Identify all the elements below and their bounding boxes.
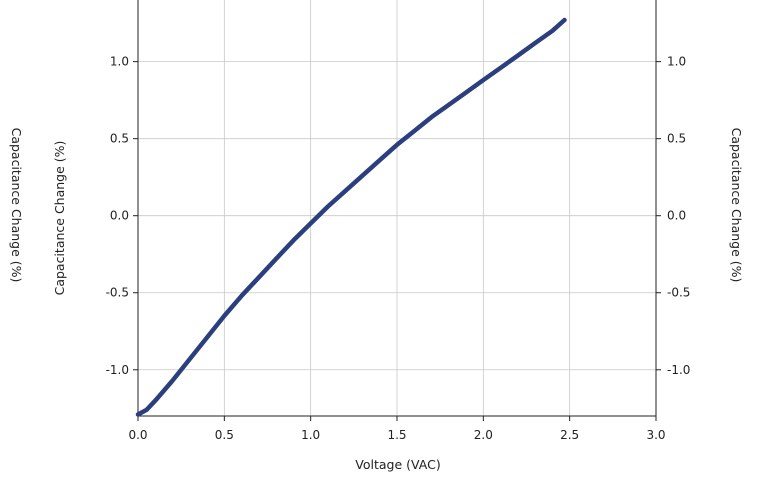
y-tick-label-left: 1.0 (110, 55, 129, 69)
y-axis-title-outer-left: Capacitance Change (%) (9, 128, 24, 283)
x-tick-label: 1.0 (301, 428, 320, 442)
y-tick-label-right: -1.0 (667, 363, 690, 377)
x-axis-title: Voltage (VAC) (355, 457, 440, 472)
y-tick-label-left: 0.5 (110, 132, 129, 146)
series (135, 17, 567, 417)
ticks: 0.0 0.5 1.0 1.5 2.0 2.5 3.0 -1.0 -0.5 0.0 0.5 1.0 -1… (106, 55, 691, 442)
y-axis-title-left: Capacitance Change (%) (52, 141, 67, 296)
series-line (135, 17, 567, 417)
y-tick-label-right: 1.0 (667, 55, 686, 69)
x-tick-label: 0.5 (215, 428, 234, 442)
x-tick-label: 2.5 (560, 428, 579, 442)
x-tick-label: 2.0 (474, 428, 493, 442)
y-tick-label-right: 0.0 (667, 209, 686, 223)
x-tick-label: 1.5 (387, 428, 406, 442)
y-tick-label-right: 0.5 (667, 132, 686, 146)
x-tick-label: 0.0 (128, 428, 147, 442)
y-tick-label-right: -0.5 (667, 286, 690, 300)
y-tick-label-left: 0.0 (110, 209, 129, 223)
grid (138, 0, 656, 416)
y-tick-label-left: -0.5 (106, 286, 129, 300)
x-tick-label: 3.0 (646, 428, 665, 442)
y-axis-title-right: Capacitance Change (%) (729, 128, 744, 283)
y-tick-label-left: -1.0 (106, 363, 129, 377)
